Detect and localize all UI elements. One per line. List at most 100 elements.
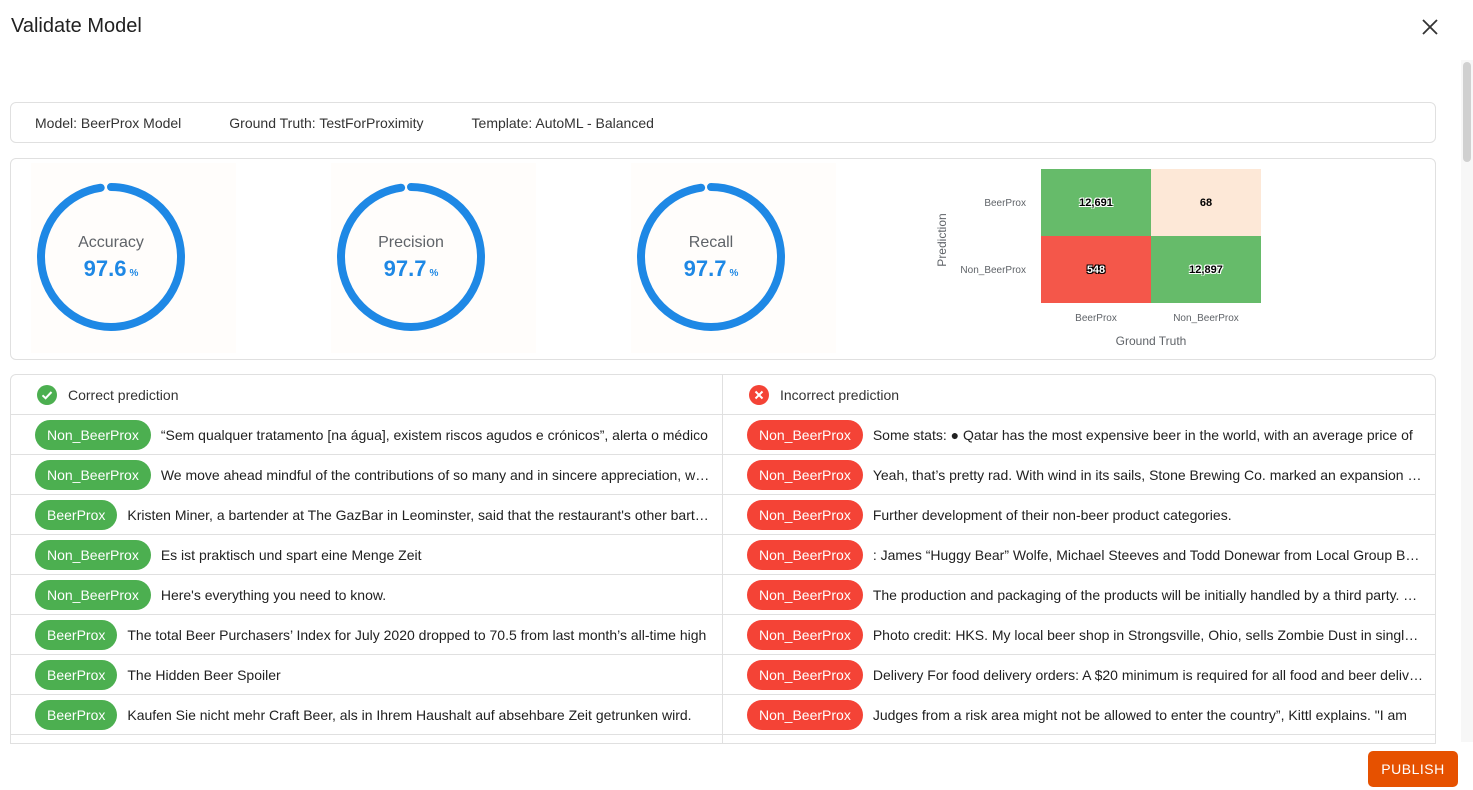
incorrect-header: Incorrect prediction <box>723 375 1435 415</box>
dialog-title: Validate Model <box>11 15 142 37</box>
prediction-row[interactable]: Non_BeerProx Some stats: ● Qatar has the … <box>723 415 1435 455</box>
accuracy-metric: Accuracy 97.6% <box>31 163 236 353</box>
precision-number: 97.7 <box>383 256 427 281</box>
prediction-row[interactable]: Non_BeerProx Yeah, that’s pretty rad. Wit… <box>723 455 1435 495</box>
precision-value: 97.7% <box>331 256 491 282</box>
prediction-row[interactable]: Non_BeerProx Here's everything you need t… <box>11 575 722 615</box>
confusion-matrix: Prediction BeerProx Non_BeerProx 12,691 … <box>921 163 1281 357</box>
recall-unit: % <box>729 268 739 279</box>
accuracy-number: 97.6 <box>83 256 127 281</box>
prediction-row-partial[interactable] <box>723 735 1435 743</box>
x-circle-icon <box>749 384 769 405</box>
prediction-text: The total Beer Purchasers’ Index for Jul… <box>127 626 707 643</box>
scrollbar-thumb[interactable] <box>1463 62 1471 162</box>
cm-x-axis-title: Ground Truth <box>1115 334 1187 348</box>
model-name: Model: BeerProx Model <box>35 114 182 131</box>
prediction-row[interactable]: BeerProx The total Beer Purchasers’ Index… <box>11 615 722 655</box>
precision-unit: % <box>429 268 439 279</box>
prediction-text: Some stats: ● Qatar has the most expensi… <box>872 426 1413 443</box>
prediction-text: We move ahead mindful of the contributio… <box>160 466 722 483</box>
close-icon[interactable] <box>1418 15 1442 39</box>
prediction-text: Photo credit: HKS. My local beer shop in… <box>872 626 1435 643</box>
prediction-row[interactable]: Non_BeerProx : James “Huggy Bear” Wolfe, … <box>723 535 1435 575</box>
cm-row-label: Non_BeerProx <box>960 265 1026 276</box>
cm-cell[interactable]: 12,691 <box>1041 169 1151 236</box>
cm-y-axis-title: Prediction <box>935 213 949 267</box>
precision-metric: Precision 97.7% <box>331 163 536 353</box>
prediction-row[interactable]: BeerProx The Hidden Beer Spoiler <box>11 655 722 695</box>
label-chip: Non_BeerProx <box>35 539 151 570</box>
accuracy-value: 97.6% <box>31 256 191 282</box>
label-chip: Non_BeerProx <box>747 659 863 690</box>
prediction-row[interactable]: BeerProx Kristen Miner, a bartender at Th… <box>11 495 722 535</box>
accuracy-ring <box>37 183 185 331</box>
label-chip: BeerProx <box>35 699 118 730</box>
label-chip: Non_BeerProx <box>747 539 863 570</box>
prediction-row[interactable]: Non_BeerProx Delivery For food delivery o… <box>723 655 1435 695</box>
accuracy-unit: % <box>129 268 139 279</box>
prediction-row[interactable]: Non_BeerProx “Sem qualquer tratamento [na… <box>11 415 722 455</box>
prediction-row[interactable]: Non_BeerProx Photo credit: HKS. My local … <box>723 615 1435 655</box>
accuracy-label: Accuracy <box>78 234 144 251</box>
label-chip: Non_BeerProx <box>747 419 863 450</box>
prediction-text: Here's everything you need to know. <box>160 586 387 603</box>
prediction-text: Kaufen Sie nicht mehr Craft Beer, als in… <box>127 706 692 723</box>
ground-truth-name: Ground Truth: TestForProximity <box>229 114 424 131</box>
correct-header: Correct prediction <box>11 375 722 415</box>
prediction-text: The production and packaging of the prod… <box>872 586 1428 603</box>
prediction-row[interactable]: Non_BeerProx Es ist praktisch und spart e… <box>11 535 722 575</box>
cm-cell[interactable]: 548 <box>1041 236 1151 303</box>
prediction-row-partial[interactable] <box>11 735 722 743</box>
cm-col-label: Non_BeerProx <box>1173 313 1239 324</box>
label-chip: Non_BeerProx <box>747 699 863 730</box>
scrollbar-track[interactable] <box>1461 60 1473 742</box>
prediction-row[interactable]: Non_BeerProx We move ahead mindful of the… <box>11 455 722 495</box>
template-name: Template: AutoML - Balanced <box>471 114 654 131</box>
prediction-text: “Sem qualquer tratamento [na água], exis… <box>160 426 708 443</box>
cm-cell[interactable]: 68 <box>1151 169 1261 236</box>
label-chip: Non_BeerProx <box>747 619 863 650</box>
prediction-row[interactable]: Non_BeerProx Further development of their… <box>723 495 1435 535</box>
prediction-text: Further development of their non-beer pr… <box>872 506 1232 523</box>
prediction-row[interactable]: Non_BeerProx The production and packaging… <box>723 575 1435 615</box>
publish-button[interactable]: PUBLISH <box>1368 751 1458 787</box>
label-chip: Non_BeerProx <box>35 419 151 450</box>
correct-rows: Non_BeerProx “Sem qualquer tratamento [na… <box>11 415 722 743</box>
prediction-row[interactable]: Non_BeerProx Judges from a risk area migh… <box>723 695 1435 735</box>
precision-label: Precision <box>378 234 444 251</box>
recall-label: Recall <box>688 234 734 251</box>
recall-metric: Recall 97.7% <box>631 163 836 353</box>
label-chip: Non_BeerProx <box>747 499 863 530</box>
check-circle-icon <box>37 384 57 405</box>
cm-cell[interactable]: 12,897 <box>1151 236 1261 303</box>
label-chip: BeerProx <box>35 659 118 690</box>
correct-header-label: Correct prediction <box>68 386 179 403</box>
cm-col-label: BeerProx <box>1075 313 1117 324</box>
precision-ring <box>337 183 485 331</box>
predictions-panel: Correct prediction Non_BeerProx “Sem qual… <box>10 374 1436 744</box>
label-chip: Non_BeerProx <box>35 459 151 490</box>
label-chip: BeerProx <box>35 619 118 650</box>
metrics-panel: Accuracy 97.6% Precision 97.7% Recall 97… <box>10 158 1436 360</box>
prediction-text: : James “Huggy Bear” Wolfe, Michael Stee… <box>872 546 1435 563</box>
prediction-text: Kristen Miner, a bartender at The GazBar… <box>127 506 722 523</box>
correct-predictions-column: Correct prediction Non_BeerProx “Sem qual… <box>11 375 723 743</box>
prediction-text: Delivery For food delivery orders: A $20… <box>872 666 1435 683</box>
prediction-text: The Hidden Beer Spoiler <box>127 666 281 683</box>
incorrect-header-label: Incorrect prediction <box>780 386 900 403</box>
cm-row-label: BeerProx <box>984 198 1026 209</box>
prediction-row[interactable]: BeerProx Kaufen Sie nicht mehr Craft Beer… <box>11 695 722 735</box>
recall-number: 97.7 <box>683 256 727 281</box>
prediction-text: Judges from a risk area might not be all… <box>872 706 1407 723</box>
incorrect-predictions-column: Incorrect prediction Non_BeerProx Some st… <box>723 375 1435 743</box>
model-info-bar: Model: BeerProx Model Ground Truth: Test… <box>10 102 1436 143</box>
incorrect-rows: Non_BeerProx Some stats: ● Qatar has the … <box>723 415 1435 743</box>
recall-value: 97.7% <box>631 256 791 282</box>
label-chip: Non_BeerProx <box>747 459 863 490</box>
recall-ring <box>637 183 785 331</box>
prediction-text: Es ist praktisch und spart eine Menge Ze… <box>160 546 422 563</box>
label-chip: BeerProx <box>35 499 118 530</box>
prediction-text: Yeah, that’s pretty rad. With wind in it… <box>872 466 1431 483</box>
label-chip: Non_BeerProx <box>35 579 151 610</box>
label-chip: Non_BeerProx <box>747 579 863 610</box>
